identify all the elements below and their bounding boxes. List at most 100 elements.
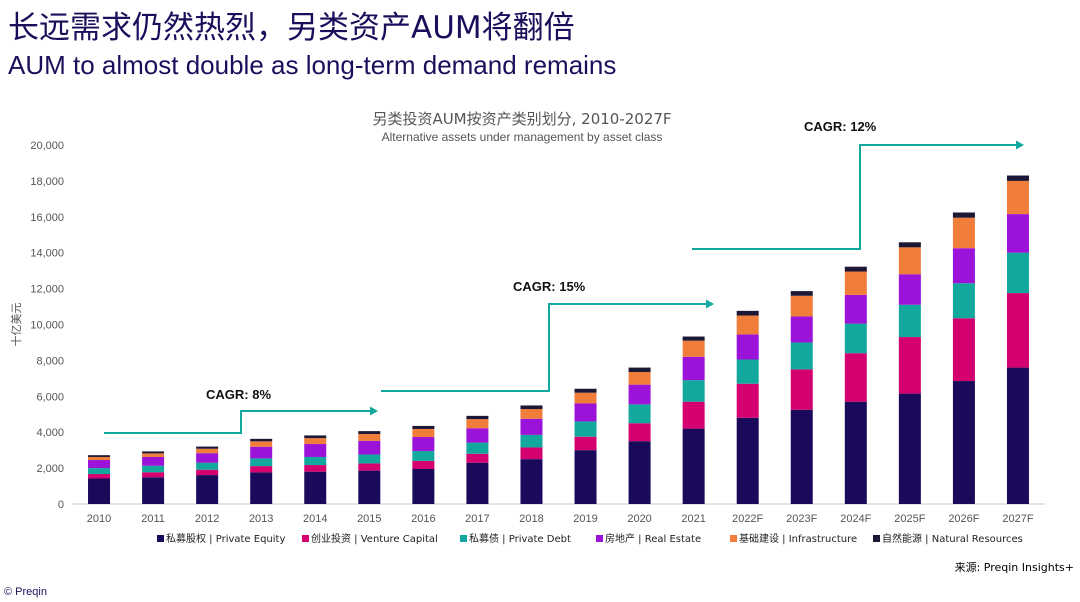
bar-segment — [142, 456, 165, 466]
bar-segment — [628, 441, 651, 504]
cagr-arrow-head — [1016, 140, 1024, 150]
x-tick-label: 2021 — [681, 513, 705, 525]
bar-segment — [1006, 293, 1029, 368]
y-tick-label: 2,000 — [36, 463, 64, 475]
bar-segment — [844, 294, 867, 324]
legend-swatch — [302, 535, 309, 542]
bar-segment — [88, 455, 111, 457]
bar-segment — [682, 340, 705, 357]
legend-swatch — [460, 535, 467, 542]
bar-segment — [142, 465, 165, 473]
bar-segment — [142, 477, 165, 504]
bar-segment — [250, 466, 273, 473]
bar-segment — [952, 381, 975, 504]
bar-segment — [952, 283, 975, 319]
bar-segment — [412, 460, 435, 469]
bar-segment — [412, 451, 435, 461]
bar-segment — [466, 415, 489, 420]
legend-label: 私募债 | Private Debt — [469, 532, 571, 545]
bar-segment — [196, 469, 219, 476]
x-tick-label: 2027F — [1002, 513, 1033, 525]
bar-segment — [844, 271, 867, 295]
legend-swatch — [157, 535, 164, 542]
bar-segment — [142, 472, 165, 478]
bar-segment — [196, 448, 219, 454]
bar-segment — [358, 433, 381, 441]
bar-segment — [790, 295, 813, 317]
x-tick-label: 2014 — [303, 513, 327, 525]
bar-segment — [304, 465, 327, 472]
source-note: 来源: Preqin Insights+ — [954, 561, 1074, 574]
bar-segment — [88, 460, 111, 469]
x-tick-label: 2025F — [894, 513, 925, 525]
bar-segment — [736, 359, 759, 384]
bar-segment — [412, 437, 435, 452]
x-tick-label: 2024F — [840, 513, 871, 525]
bar-segment — [250, 438, 273, 442]
page-title-en: AUM to almost double as long-term demand… — [8, 50, 617, 80]
bar-segment — [250, 472, 273, 504]
cagr-arrow-head — [370, 406, 378, 416]
legend-label: 基础建设 | Infrastructure — [739, 532, 857, 545]
bar-segment — [790, 342, 813, 370]
bar-segment — [574, 403, 597, 422]
bar-segment — [88, 468, 111, 475]
bar-segment — [1006, 175, 1029, 181]
bar-segment — [736, 315, 759, 335]
bar-segment — [142, 453, 165, 457]
bar-segment — [520, 418, 543, 435]
x-tick-label: 2023F — [786, 513, 817, 525]
chart-subtitle: Alternative assets under management by a… — [382, 130, 663, 144]
x-tick-label: 2016 — [411, 513, 435, 525]
cagr-label: CAGR: 12% — [804, 119, 877, 134]
bar-segment — [520, 459, 543, 504]
bar-segment — [358, 470, 381, 504]
legend-label: 房地产 | Real Estate — [605, 532, 701, 545]
bar-segment — [844, 353, 867, 402]
bar-segment — [844, 323, 867, 354]
bar-segment — [790, 291, 813, 296]
x-tick-label: 2012 — [195, 513, 219, 525]
bar-segment — [898, 304, 921, 338]
bar-segment — [574, 421, 597, 437]
x-tick-label: 2015 — [357, 513, 381, 525]
bar-segment — [358, 463, 381, 471]
bar-segment — [88, 474, 111, 479]
y-tick-label: 12,000 — [30, 284, 64, 296]
y-tick-label: 14,000 — [30, 248, 64, 260]
y-tick-label: 18,000 — [30, 176, 64, 188]
bar-segment — [736, 417, 759, 504]
legend-swatch — [596, 535, 603, 542]
bar-segment — [358, 440, 381, 455]
bar-segment — [628, 384, 651, 405]
bar-segment — [250, 441, 273, 447]
cagr-arrow-line — [104, 410, 371, 434]
bar-segment — [196, 475, 219, 504]
bar-segment — [574, 450, 597, 504]
x-tick-label: 2011 — [141, 513, 165, 525]
bar-segment — [682, 336, 705, 341]
bar-segment — [898, 247, 921, 275]
bar-segment — [88, 478, 111, 504]
bar-segment — [1006, 367, 1029, 504]
bar-segment — [898, 242, 921, 248]
bar-segment — [304, 438, 327, 445]
bar-segment — [898, 337, 921, 394]
cagr-label: CAGR: 15% — [513, 279, 586, 294]
bar-segment — [682, 401, 705, 429]
bar-segment — [952, 318, 975, 382]
bar-segment — [304, 456, 327, 466]
bar-segment — [952, 212, 975, 218]
bar-segment — [358, 454, 381, 464]
bar-segment — [412, 468, 435, 504]
y-tick-label: 6,000 — [36, 391, 64, 403]
bar-segment — [1006, 214, 1029, 253]
bar-segment — [790, 369, 813, 410]
bar-segment — [196, 446, 219, 449]
bar-segment — [88, 456, 111, 461]
bar-segment — [628, 372, 651, 385]
bar-segment — [898, 274, 921, 305]
bar-segment — [574, 392, 597, 404]
bar-segment — [736, 383, 759, 418]
